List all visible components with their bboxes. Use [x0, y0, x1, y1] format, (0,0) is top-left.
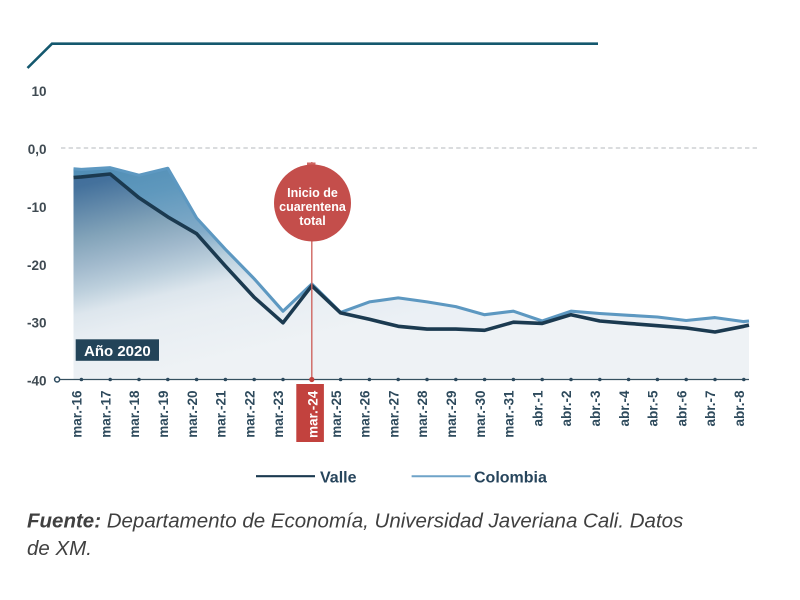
- svg-text:mar.-23: mar.-23: [271, 390, 286, 438]
- svg-text:mar.-21: mar.-21: [214, 390, 229, 438]
- svg-text:10: 10: [31, 84, 46, 99]
- svg-text:cuarentena: cuarentena: [279, 200, 347, 214]
- svg-text:de XM.: de XM.: [27, 537, 92, 560]
- svg-text:Fuente: Departamento de Econom: Fuente: Departamento de Economía, Univer…: [27, 510, 683, 533]
- svg-text:abr.-4: abr.-4: [617, 390, 632, 427]
- svg-text:-40: -40: [27, 374, 47, 389]
- svg-text:mar.-30: mar.-30: [473, 391, 488, 438]
- svg-text:abr.-5: abr.-5: [646, 390, 661, 427]
- svg-text:abr.-2: abr.-2: [559, 391, 574, 427]
- svg-text:mar.-16: mar.-16: [70, 390, 85, 438]
- svg-text:mar.-27: mar.-27: [386, 391, 401, 438]
- svg-text:-30: -30: [27, 316, 47, 331]
- svg-text:-10: -10: [27, 200, 47, 215]
- svg-text:abr.-7: abr.-7: [703, 391, 718, 427]
- svg-text:mar.-19: mar.-19: [156, 391, 171, 438]
- svg-text:Colombia: Colombia: [474, 470, 547, 487]
- svg-text:mar.-20: mar.-20: [185, 391, 200, 438]
- svg-text:mar.-17: mar.-17: [98, 391, 113, 438]
- svg-text:0,0: 0,0: [28, 142, 47, 157]
- svg-text:abr.-8: abr.-8: [732, 390, 747, 427]
- svg-text:abr.-6: abr.-6: [674, 390, 689, 427]
- svg-text:Valle: Valle: [320, 470, 357, 487]
- svg-text:-20: -20: [27, 258, 47, 273]
- svg-text:mar.-26: mar.-26: [358, 390, 373, 438]
- svg-text:mar.-25: mar.-25: [329, 390, 344, 438]
- svg-text:abr.-3: abr.-3: [588, 390, 603, 427]
- svg-text:mar.-31: mar.-31: [502, 390, 517, 438]
- svg-text:mar.-24: mar.-24: [305, 390, 320, 438]
- svg-text:Inicio de: Inicio de: [287, 186, 338, 200]
- svg-text:abr.-1: abr.-1: [530, 390, 545, 427]
- svg-text:mar.-29: mar.-29: [444, 391, 459, 438]
- svg-text:Año 2020: Año 2020: [84, 343, 151, 360]
- svg-text:total: total: [299, 214, 325, 228]
- svg-text:mar.-22: mar.-22: [242, 391, 257, 438]
- svg-text:mar.-18: mar.-18: [127, 390, 142, 438]
- svg-text:mar.-28: mar.-28: [415, 390, 430, 438]
